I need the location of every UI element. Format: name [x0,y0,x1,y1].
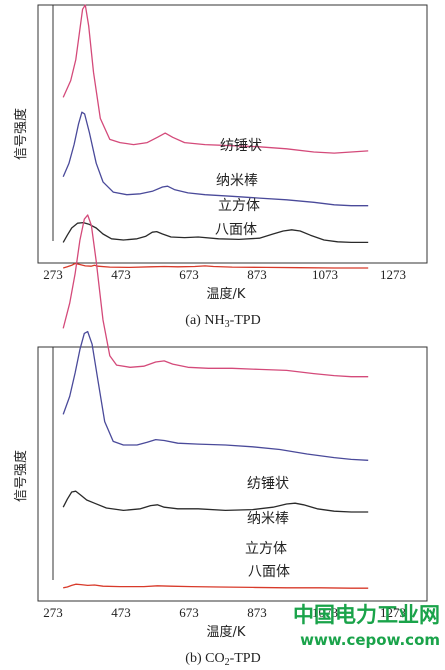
panel-a-series-line [63,262,369,269]
panel-b-series-line [62,490,369,513]
panel-b-xtick-label: 473 [111,605,131,620]
panel-a-plot-frame [37,4,428,264]
panel-a-series-line [62,111,369,207]
watermark-title: 中国电力工业网 [293,603,440,627]
panel-a-caption-tail: -TPD [230,313,261,328]
panel-b-plot-frame [37,346,428,602]
panel-b-xtick-label: 273 [43,605,63,620]
panel-a-series-line [62,4,369,154]
panel-b-series-label: 八面体 [248,564,290,580]
panel-a-xtick-labels: 273 473 673 873 1073 1273 [43,267,406,282]
panel-b-caption-sub: 2 [225,657,230,668]
panel-b-series-line [63,583,369,589]
panel-a-xtick-label: 673 [179,267,199,282]
panel-a-caption-sub: 3 [225,319,230,330]
panel-a-xtick-label: 1273 [380,267,406,282]
panel-b-xtick-label: 673 [179,605,199,620]
panel-b-series-label: 纺锤状 [247,476,289,492]
panel-a-xlabel: 温度/K [207,286,246,302]
panel-a-ylabel: 信号强度 [13,108,29,160]
panel-a-series-line [62,221,369,244]
panel-a-xtick-label: 473 [111,267,131,282]
panel-a-series-label: 八面体 [215,222,257,238]
watermark-url: www.cepow.com [300,631,440,649]
panel-b-xtick-label: 1073 [312,605,338,620]
panel-b-xlabel: 温度/K [207,624,246,640]
panel-b-xtick-labels: 273 473 673 873 1073 1273 [43,605,406,620]
panel-a-caption: (a) NH3-TPD [185,313,260,330]
panel-a-xtick-label: 273 [43,267,63,282]
panel-b-series [52,214,369,589]
panel-b-caption-tail: -TPD [230,651,261,666]
panel-b-caption: (b) CO2-TPD [185,651,260,668]
panel-a-series-label: 纺锤状 [220,138,262,154]
panel-a-xtick-label: 873 [247,267,267,282]
panel-b-ylabel: 信号强度 [13,450,29,502]
panel-b-xtick-label: 873 [247,605,267,620]
panel-a-series-label: 纳米棒 [216,173,258,189]
panel-a-xtick-label: 1073 [312,267,338,282]
panel-b-series-line [62,330,369,461]
watermark: 中国电力工业网 www.cepow.com [293,603,440,649]
panel-b-series-label: 纳米棒 [247,511,289,527]
panel-a-series [52,4,369,269]
panel-b-xtick-label: 1273 [380,605,406,620]
panel-b-series-label: 立方体 [245,541,287,557]
panel-b-series-line [62,214,369,378]
panel-a-series-label: 立方体 [218,198,260,214]
